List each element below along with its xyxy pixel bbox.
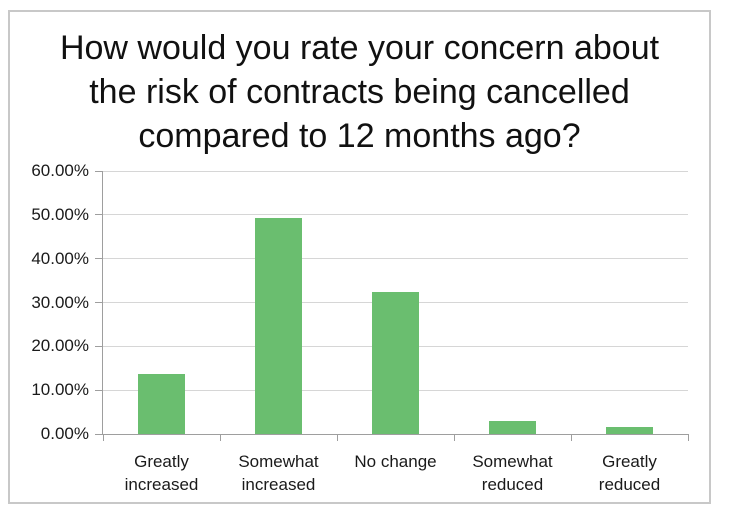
y-axis-label: 20.00% (31, 336, 89, 356)
y-axis-label: 30.00% (31, 292, 89, 312)
y-axis-tick (95, 345, 103, 347)
y-axis-tick (95, 258, 103, 260)
y-axis-label: 0.00% (40, 424, 89, 443)
x-axis-tick (102, 434, 104, 441)
gridline-40-percent (103, 258, 688, 260)
bar-somewhat-reduced (489, 421, 536, 434)
x-axis-tick (219, 434, 221, 441)
x-axis-label: No change (354, 452, 437, 471)
bar-greatly-increased (138, 374, 185, 434)
gridline-50-percent (103, 214, 688, 216)
bar-no-change (372, 292, 419, 434)
y-axis-tick (95, 214, 103, 216)
x-axis-tick (687, 434, 689, 441)
y-axis-tick (95, 302, 103, 303)
gridline-60-percent (103, 170, 688, 172)
chart-frame: How would you rate your concern about th… (8, 10, 711, 504)
x-axis-label: Greatly increased (124, 452, 199, 494)
plot-area: 0.00% 10.00% 20.00% 30.00% 40.00% 50.00% 60.00… (31, 161, 689, 494)
bar-greatly-reduced (606, 427, 653, 434)
x-axis-label: Somewhat increased (238, 452, 319, 494)
x-axis-tick (570, 434, 572, 441)
x-axis-label: Greatly reduced (598, 452, 661, 494)
chart-title: How would you rate your concern about th… (30, 26, 689, 158)
x-axis-tick (336, 434, 338, 441)
x-axis-label: Somewhat reduced (472, 452, 553, 494)
y-axis-label: 50.00% (31, 204, 89, 224)
y-axis-tick (95, 170, 103, 172)
chart-title-line: the risk of contracts being cancelled (89, 73, 630, 111)
y-axis-label: 60.00% (31, 161, 89, 180)
y-axis-tick (95, 389, 103, 391)
chart-title-line: compared to 12 months ago? (138, 117, 581, 155)
y-axis-tick (95, 433, 103, 435)
chart-title-line: How would you rate your concern about (59, 29, 660, 67)
y-axis-label: 10.00% (31, 380, 89, 400)
x-axis-tick (453, 434, 455, 441)
bar-somewhat-increased (255, 218, 302, 434)
y-axis-label: 40.00% (31, 248, 89, 268)
